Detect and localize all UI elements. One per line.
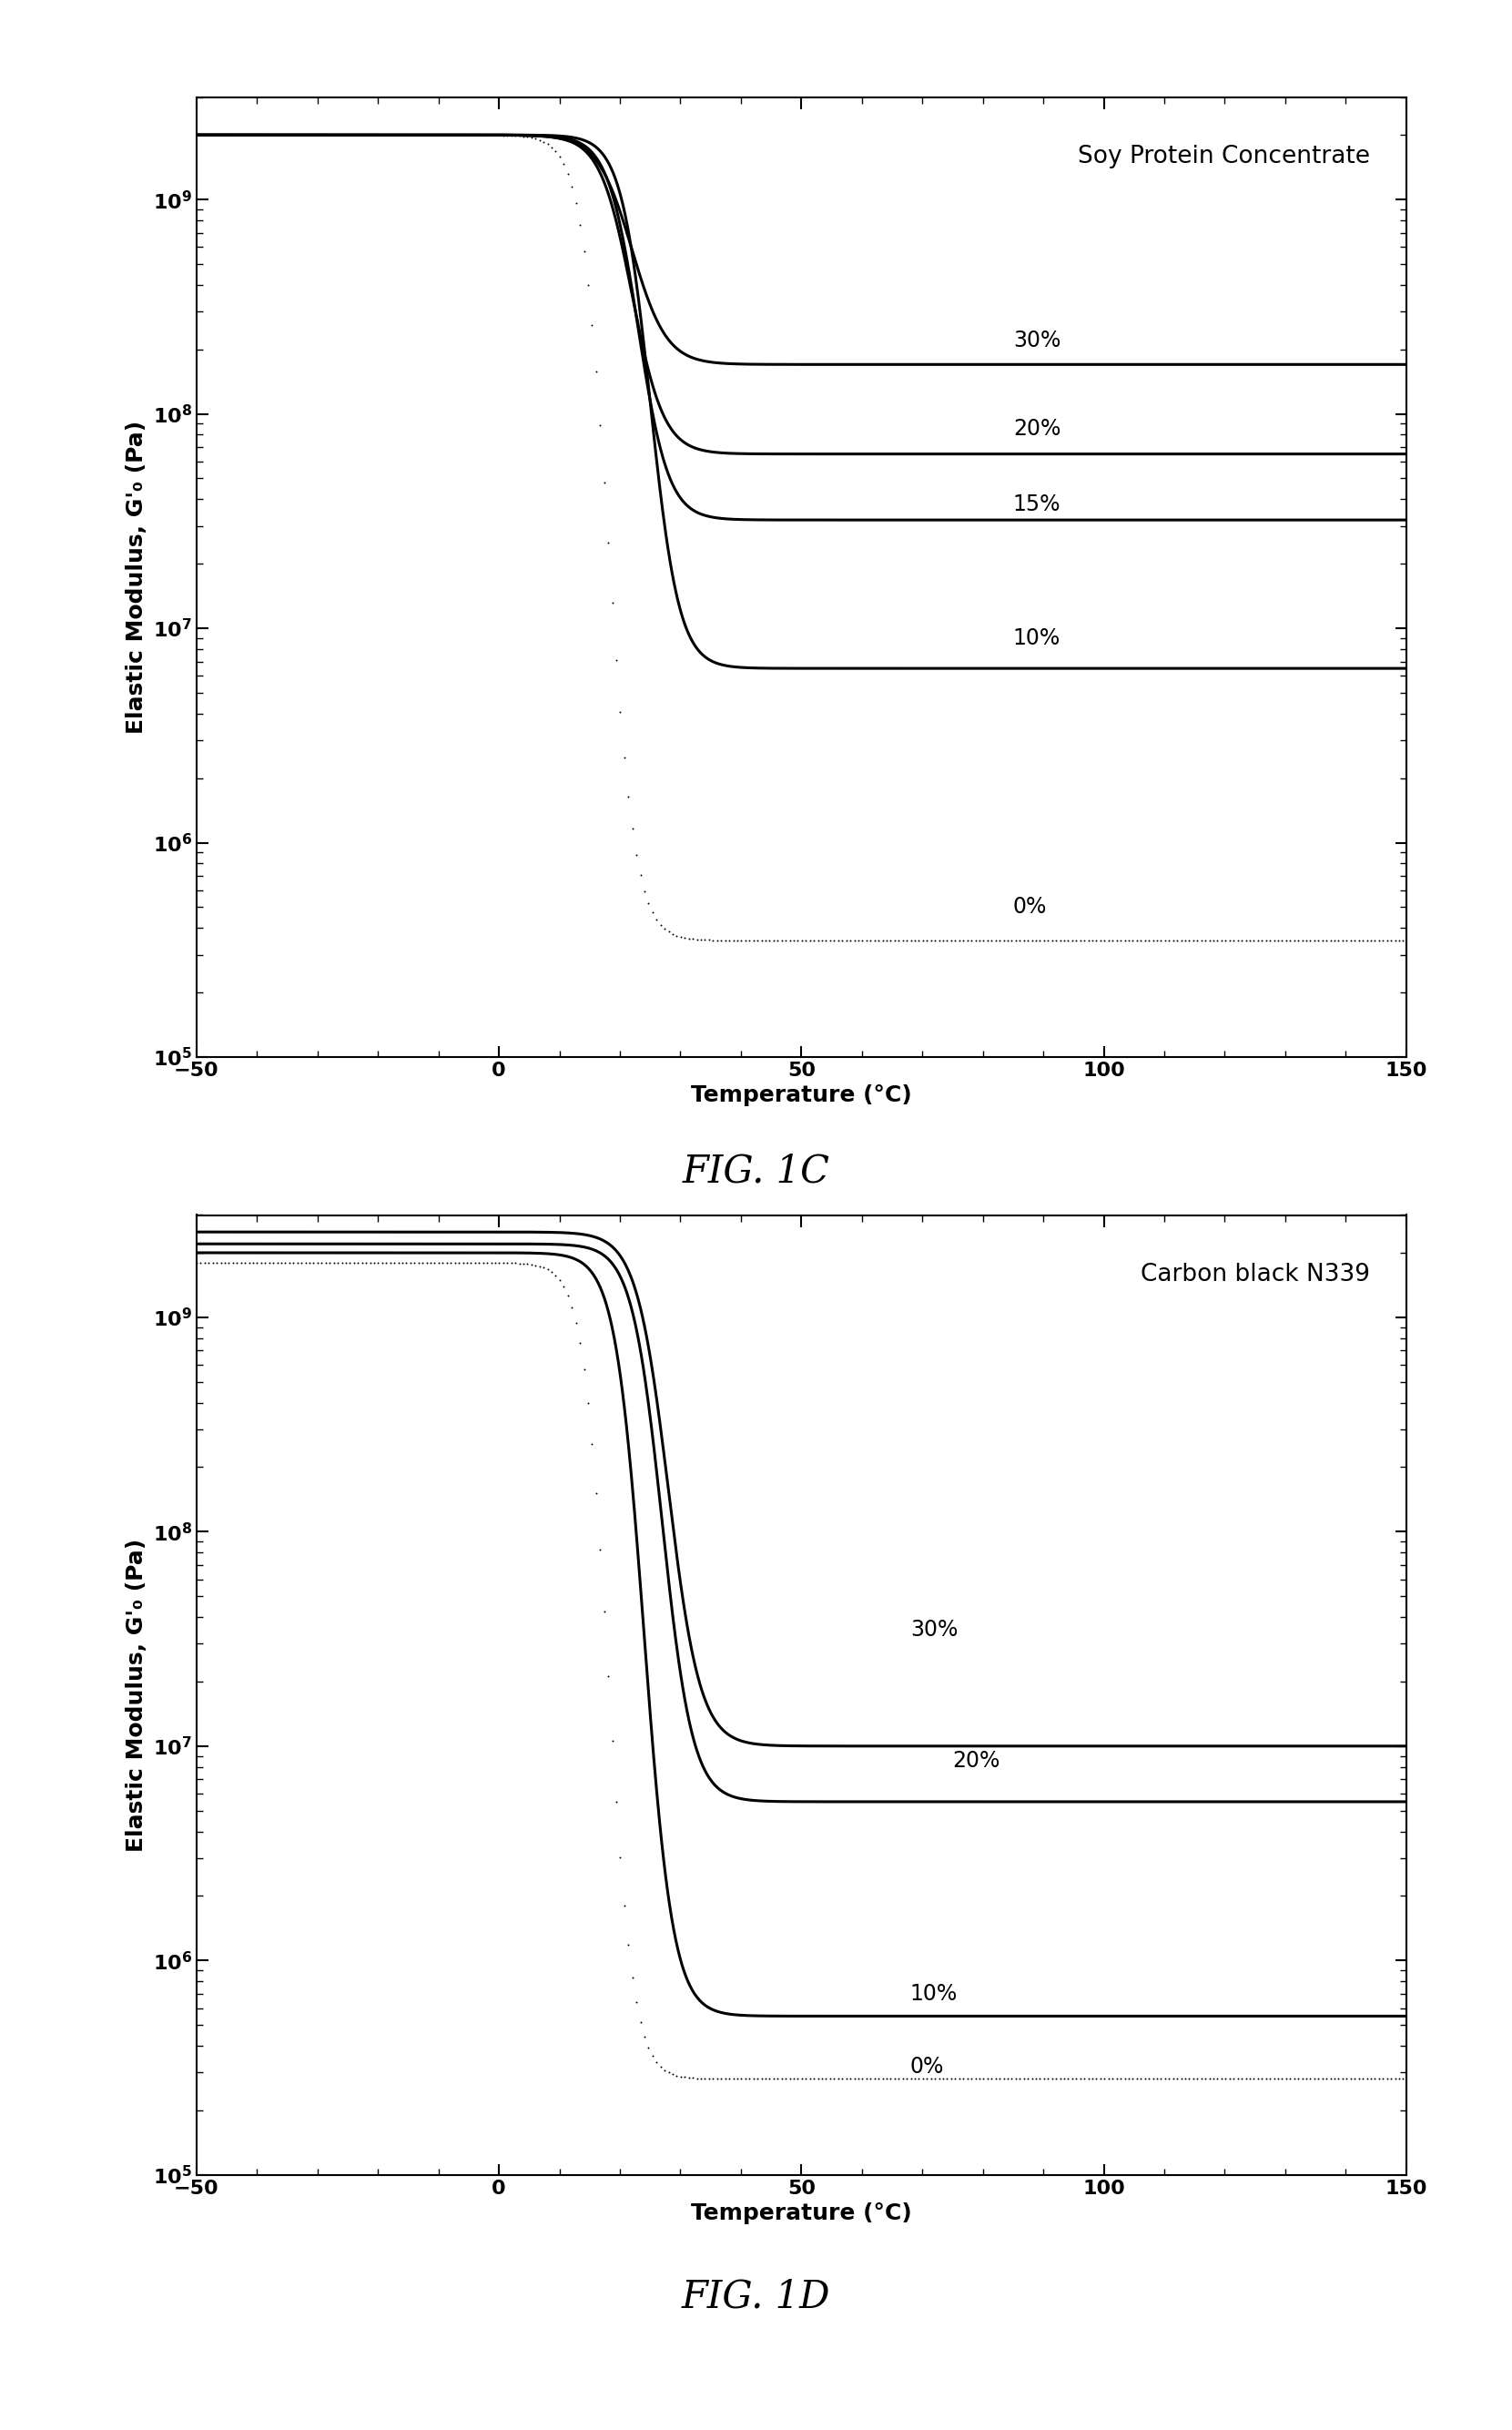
- Text: 20%: 20%: [953, 1750, 1001, 1771]
- Text: FIG. 1C: FIG. 1C: [682, 1152, 830, 1191]
- Text: 30%: 30%: [910, 1618, 959, 1640]
- X-axis label: Temperature (°C): Temperature (°C): [691, 1084, 912, 1106]
- Y-axis label: Elastic Modulus, G'₀ (Pa): Elastic Modulus, G'₀ (Pa): [125, 420, 148, 734]
- Text: 15%: 15%: [1013, 493, 1061, 515]
- Text: Carbon black N339: Carbon black N339: [1140, 1264, 1370, 1285]
- X-axis label: Temperature (°C): Temperature (°C): [691, 2202, 912, 2223]
- Text: Soy Protein Concentrate: Soy Protein Concentrate: [1078, 146, 1370, 168]
- Text: 20%: 20%: [1013, 418, 1061, 440]
- Text: 0%: 0%: [910, 2056, 945, 2078]
- Text: 10%: 10%: [910, 1983, 957, 2005]
- Text: 30%: 30%: [1013, 330, 1061, 352]
- Y-axis label: Elastic Modulus, G'₀ (Pa): Elastic Modulus, G'₀ (Pa): [125, 1538, 148, 1852]
- Text: 10%: 10%: [1013, 627, 1060, 649]
- Text: 0%: 0%: [1013, 897, 1048, 919]
- Text: FIG. 1D: FIG. 1D: [682, 2277, 830, 2316]
